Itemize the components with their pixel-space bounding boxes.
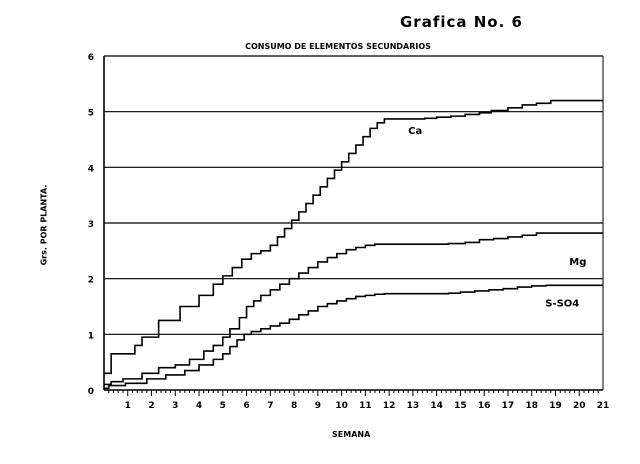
x-tick-label-3: 3 bbox=[172, 401, 178, 411]
series-line-s-so4 bbox=[104, 284, 603, 390]
axes bbox=[103, 56, 604, 391]
x-tick-label-13: 13 bbox=[407, 401, 420, 411]
x-tick-label-19: 19 bbox=[549, 401, 562, 411]
y-tick-label-4: 4 bbox=[88, 164, 94, 174]
x-tick-label-21: 21 bbox=[597, 401, 610, 411]
x-tick-label-5: 5 bbox=[220, 401, 226, 411]
x-tick-label-20: 20 bbox=[573, 401, 586, 411]
y-tick-label-5: 5 bbox=[88, 109, 94, 119]
chart-title: CONSUMO DE ELEMENTOS SECUNDARIOS bbox=[245, 42, 431, 51]
series-labels: Ca Mg S-SO4 bbox=[408, 126, 586, 310]
x-tick-label-12: 12 bbox=[383, 401, 396, 411]
x-tick-label-1: 1 bbox=[125, 401, 131, 411]
series-label-s-so4: S-SO4 bbox=[545, 299, 579, 310]
x-tick-label-4: 4 bbox=[196, 401, 202, 411]
x-tick-label-9: 9 bbox=[315, 401, 321, 411]
y-tick-label-2: 2 bbox=[88, 276, 94, 286]
y-tick-label-6: 6 bbox=[88, 53, 94, 63]
series-line-ca bbox=[104, 99, 603, 375]
y-tick-label-3: 3 bbox=[88, 220, 94, 230]
x-tick-label-10: 10 bbox=[335, 401, 348, 411]
y-tick-label-0: 0 bbox=[88, 387, 94, 397]
x-tick-label-14: 14 bbox=[430, 401, 443, 411]
x-tick-label-8: 8 bbox=[291, 401, 297, 411]
x-tick-label-16: 16 bbox=[478, 401, 491, 411]
series-lines bbox=[104, 99, 603, 390]
x-tick-label-7: 7 bbox=[267, 401, 273, 411]
y-tick-label-1: 1 bbox=[88, 331, 94, 341]
series-label-ca: Ca bbox=[408, 126, 422, 137]
x-tick-label-17: 17 bbox=[502, 401, 515, 411]
figure-title: Grafica No. 6 bbox=[400, 13, 523, 31]
x-tick-label-2: 2 bbox=[148, 401, 154, 411]
x-tick-label-15: 15 bbox=[454, 401, 467, 411]
gridlines bbox=[104, 55, 603, 335]
x-tick-label-11: 11 bbox=[359, 401, 372, 411]
series-line-mg bbox=[104, 232, 603, 386]
x-tick-label-6: 6 bbox=[243, 401, 249, 411]
series-label-mg: Mg bbox=[569, 257, 586, 268]
x-tick-label-18: 18 bbox=[525, 401, 538, 411]
x-axis-title: SEMANA bbox=[332, 430, 371, 439]
